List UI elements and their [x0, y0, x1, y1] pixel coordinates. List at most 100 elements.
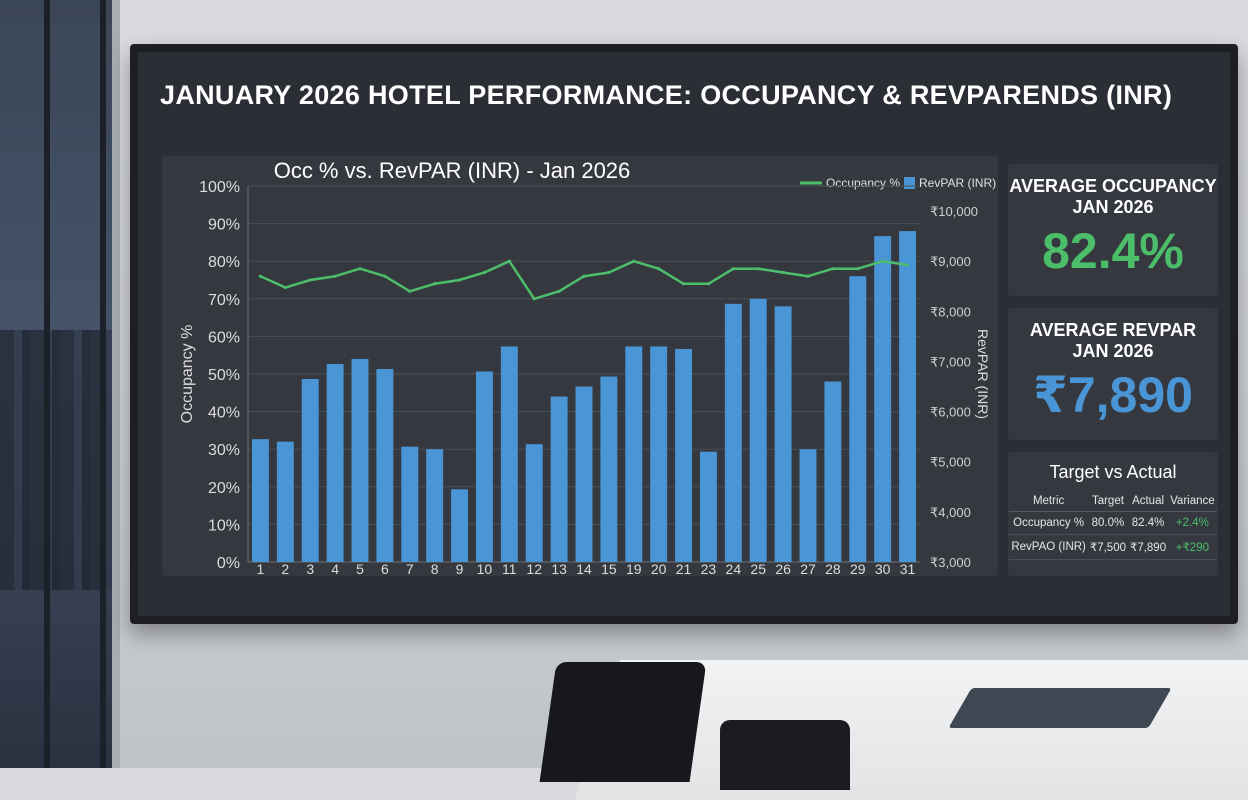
x-tick-label: 19 [626, 561, 642, 576]
occupancy-line [259, 259, 908, 301]
wall-edge [112, 0, 120, 768]
x-tick-label: 24 [726, 561, 742, 576]
office-chair [539, 662, 707, 782]
revpar-bar [724, 303, 742, 562]
table-header: Actual [1128, 491, 1169, 512]
revpar-bar [351, 358, 369, 562]
x-tick-label: 23 [701, 561, 717, 576]
occupancy-point [831, 267, 835, 271]
x-tick-label: 20 [651, 561, 667, 576]
x-tick-label: 12 [526, 561, 542, 576]
revpar-bar [550, 396, 568, 562]
occupancy-point [557, 289, 561, 293]
x-tick-label: 13 [551, 561, 567, 576]
y-left-axis-label: Occupancy % [179, 325, 196, 424]
occupancy-point [333, 274, 337, 278]
y-left-tick-label: 0% [217, 555, 240, 572]
occupancy-point [408, 289, 412, 293]
table-header: Variance [1168, 491, 1217, 512]
table-cell: Occupancy % [1009, 511, 1088, 535]
dashboard-screen: JANUARY 2026 HOTEL PERFORMANCE: OCCUPANC… [138, 52, 1230, 616]
occupancy-point [433, 282, 437, 286]
x-tick-label: 7 [406, 561, 414, 576]
occupancy-value: 82.4% [1042, 223, 1184, 279]
occupancy-card-label-1: AVERAGE OCCUPANCY [1009, 176, 1217, 196]
occupancy-point [507, 259, 511, 263]
revpar-bar [276, 441, 294, 562]
occupancy-point [482, 270, 487, 275]
y-right-tick-label: ₹3,000 [930, 555, 971, 570]
occupancy-point [308, 278, 312, 282]
y-left-tick-label: 90% [208, 217, 240, 234]
y-right-axis-label: RevPAR (INR) [975, 329, 991, 419]
x-tick-label: 11 [502, 561, 517, 576]
revpar-bar [451, 489, 469, 562]
occupancy-point [856, 267, 860, 271]
x-tick-label: 14 [576, 561, 592, 576]
x-tick-label: 25 [750, 561, 766, 576]
window-mullion [44, 0, 50, 768]
revpar-bar [251, 439, 269, 562]
table-cell: RevPAO (INR) [1009, 534, 1088, 560]
revpar-bar [774, 306, 792, 562]
target-vs-actual-card: Target vs Actual Metric Target Actual Va… [1008, 452, 1218, 576]
table-cell: ₹7,890 [1128, 534, 1169, 560]
city-view [0, 330, 112, 590]
legend-revpar-label: RevPAR (INR) [919, 176, 996, 190]
background-window [0, 0, 112, 768]
y-left-tick-label: 20% [208, 480, 240, 497]
chart-title: Occ % vs. RevPAR (INR) - Jan 2026 [274, 158, 631, 183]
occupancy-point [706, 282, 711, 286]
revpar-bar [500, 346, 518, 562]
occupancy-point [756, 267, 760, 271]
target-vs-actual-table: Metric Target Actual Variance Occupancy … [1009, 491, 1217, 560]
x-tick-label: 9 [456, 561, 464, 576]
revpar-bar [849, 276, 867, 562]
occupancy-point [532, 297, 536, 301]
revpar-bar [326, 363, 344, 562]
y-left-tick-label: 80% [208, 254, 240, 271]
y-left-tick-label: 100% [199, 179, 240, 196]
revpar-bar [301, 379, 319, 562]
occupancy-point [283, 285, 287, 290]
x-tick-label: 4 [331, 561, 339, 576]
page-title: JANUARY 2026 HOTEL PERFORMANCE: OCCUPANC… [160, 80, 1173, 110]
occupancy-revpar-chart: Occ % vs. RevPAR (INR) - Jan 2026 Occupan… [179, 158, 996, 576]
occupancy-card-label-2: JAN 2026 [1072, 197, 1154, 217]
y-right-tick-label: ₹4,000 [930, 505, 971, 520]
table-header: Target [1087, 491, 1128, 512]
y-right-tick-label: ₹10,000 [930, 204, 978, 219]
x-tick-label: 3 [306, 561, 314, 576]
x-tick-label: 26 [775, 561, 791, 576]
table-cell-variance: +₹290 [1168, 534, 1217, 560]
x-tick-label: 29 [850, 561, 866, 576]
occupancy-point [806, 274, 810, 278]
revpar-bar [749, 298, 767, 562]
table-row: RevPAO (INR) ₹7,500 ₹7,890 +₹290 [1009, 534, 1217, 560]
x-tick-label: 15 [601, 561, 617, 576]
table-header-row: Metric Target Actual Variance [1009, 491, 1217, 512]
average-occupancy-card: AVERAGE OCCUPANCY JAN 2026 82.4% [1008, 164, 1218, 296]
revpar-bar [426, 449, 444, 562]
legend-revpar-swatch [904, 177, 915, 189]
occupancy-point [607, 270, 611, 275]
occupancy-point [383, 274, 387, 278]
dashboard-display: JANUARY 2026 HOTEL PERFORMANCE: OCCUPANC… [130, 44, 1238, 624]
x-tick-label: 10 [477, 561, 493, 576]
revpar-bar [874, 236, 892, 562]
revpar-bar [401, 446, 419, 562]
revpar-bar [799, 449, 817, 562]
average-revpar-card: AVERAGE REVPAR JAN 2026 ₹7,890 [1008, 308, 1218, 440]
y-left-tick-label: 40% [208, 405, 240, 422]
x-tick-label: 5 [356, 561, 364, 576]
x-tick-label: 6 [381, 561, 389, 576]
x-tick-label: 8 [431, 561, 439, 576]
table-cell-variance: +2.4% [1168, 511, 1217, 535]
revpar-bar [475, 371, 493, 562]
y-right-tick-label: ₹8,000 [930, 304, 971, 319]
y-left-tick-label: 10% [208, 517, 240, 534]
revpar-bar [625, 346, 643, 562]
table-row: Occupancy % 80.0% 82.4% +2.4% [1009, 511, 1217, 535]
occupancy-point [905, 263, 910, 267]
x-tick-label: 28 [825, 561, 841, 576]
